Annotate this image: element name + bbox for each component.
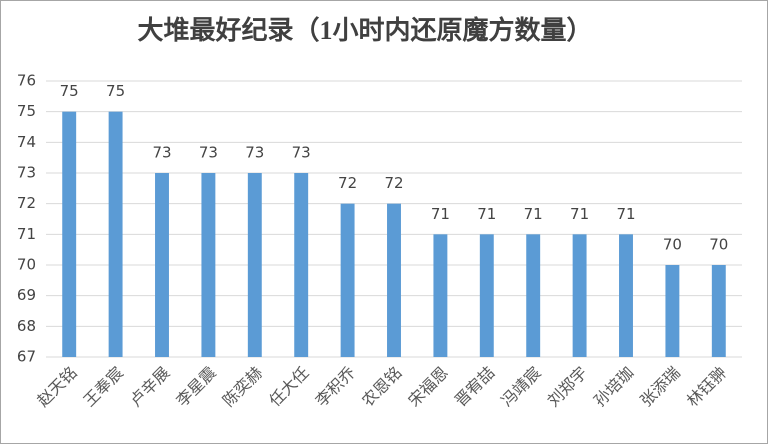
value-label: 75 xyxy=(106,82,125,100)
value-label: 71 xyxy=(524,205,543,223)
bar xyxy=(433,234,448,357)
bar xyxy=(387,203,401,357)
bar xyxy=(155,173,169,357)
bar xyxy=(665,265,680,357)
value-label: 73 xyxy=(199,144,218,162)
value-label: 71 xyxy=(570,205,589,223)
value-label: 72 xyxy=(338,174,357,192)
value-label: 75 xyxy=(60,82,79,100)
value-label: 73 xyxy=(292,144,311,162)
y-tick-label: 68 xyxy=(17,317,36,335)
y-tick-label: 75 xyxy=(17,102,36,120)
y-tick-label: 72 xyxy=(17,194,36,212)
y-tick-label: 70 xyxy=(17,256,36,274)
bar xyxy=(479,234,494,357)
y-tick-label: 71 xyxy=(17,225,36,243)
value-label: 72 xyxy=(384,174,403,192)
value-label: 71 xyxy=(616,205,635,223)
bar xyxy=(247,173,262,357)
bar xyxy=(711,265,726,357)
y-tick-label: 67 xyxy=(17,348,36,366)
value-label: 73 xyxy=(245,144,264,162)
bar xyxy=(108,111,123,358)
bar xyxy=(62,111,77,358)
y-tick-label: 69 xyxy=(17,286,36,304)
y-tick-label: 73 xyxy=(17,164,36,182)
value-label: 71 xyxy=(431,205,450,223)
value-label: 73 xyxy=(152,144,171,162)
bar xyxy=(201,173,216,357)
y-tick-label: 74 xyxy=(17,133,36,151)
value-label: 70 xyxy=(663,236,682,254)
bar xyxy=(294,173,309,357)
bar xyxy=(340,203,355,357)
bar xyxy=(526,234,541,357)
y-tick-label: 76 xyxy=(17,72,36,90)
bar xyxy=(572,234,587,357)
bar xyxy=(619,234,633,357)
chart-title: 大堆最好纪录（1小时内还原魔方数量） xyxy=(137,15,592,45)
value-label: 70 xyxy=(709,236,728,254)
value-label: 71 xyxy=(477,205,496,223)
